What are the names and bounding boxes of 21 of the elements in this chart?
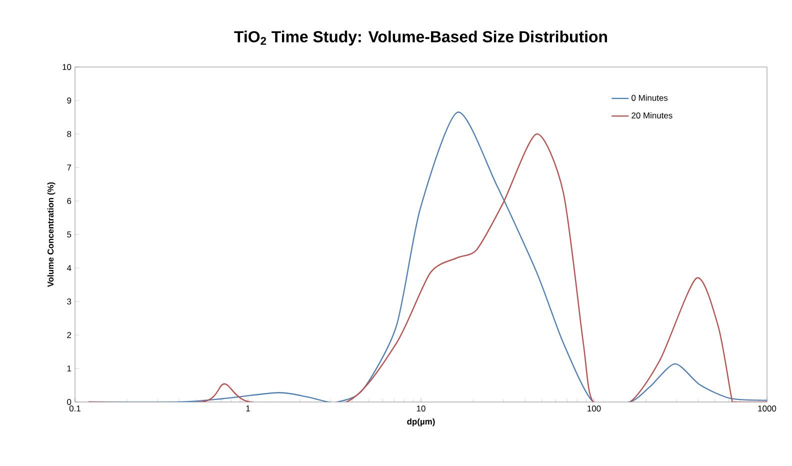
x-tick-label: 1	[246, 406, 250, 412]
y-tick-label: 10	[62, 64, 72, 70]
y-tick-label: 1	[67, 366, 72, 372]
legend-label: 20 Minutes	[632, 112, 672, 118]
y-tick-label: 9	[67, 98, 72, 104]
x-tick-label: 100	[588, 406, 601, 412]
y-tick-label: 4	[66, 265, 72, 271]
y-tick-label: 8	[67, 131, 72, 137]
y-tick-label: 5	[67, 232, 72, 238]
y-tick-label: 7	[67, 164, 72, 170]
x-axis-title: dp(µm)	[407, 418, 435, 426]
y-tick-label: 3	[67, 298, 72, 304]
y-tick-label: 2	[67, 332, 72, 338]
x-tick-label: 10	[416, 406, 426, 412]
y-tick-label: 6	[67, 198, 72, 204]
x-tick-label: 1000	[758, 406, 776, 412]
legend-label: 0 Minutes	[632, 94, 668, 101]
x-tick-label: 0.1	[69, 406, 80, 412]
y-axis-title: Volume Concentration (%)	[47, 182, 56, 288]
chart-title: TiO$_{2}$ Time Study: Volume-Based Size Distribution	[234, 30, 607, 46]
y-tick-label: 0	[67, 399, 72, 405]
